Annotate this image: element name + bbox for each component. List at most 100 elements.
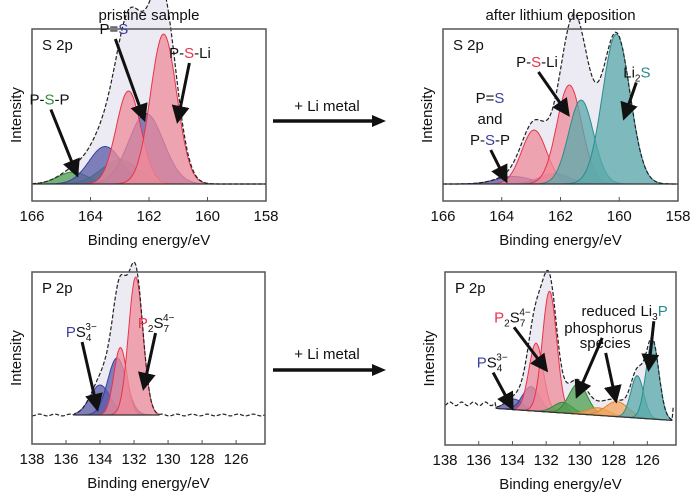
peak-annotation: P2S74−	[138, 313, 175, 335]
peak-annotation: P-S-P	[30, 92, 70, 109]
x-tick-label: 138	[432, 452, 457, 469]
peak-annotation: PS43−	[477, 353, 508, 375]
x-tick-label: 126	[224, 451, 249, 468]
x-tick-label: 128	[190, 451, 215, 468]
annotation-part: P=	[100, 21, 119, 38]
panel-title: after lithium deposition	[485, 7, 635, 24]
annotation-part: S	[184, 45, 194, 62]
annotation-arrow	[171, 62, 191, 124]
x-axis-label: Binding energy/eV	[88, 232, 211, 249]
annotation-part: 2	[635, 74, 641, 85]
x-tick-label: 136	[53, 451, 78, 468]
annotation-part: species	[580, 335, 631, 352]
peak-annotation: P-S-P	[470, 132, 510, 149]
x-tick-label: 134	[88, 451, 113, 468]
annotation-part: P	[138, 315, 148, 332]
annotation-part: P-	[470, 132, 485, 149]
x-axis-label: Binding energy/eV	[499, 476, 622, 493]
annotation-part: P-	[516, 54, 531, 71]
annotation-part: -Li	[194, 45, 211, 62]
annotation-part: P	[494, 309, 504, 326]
annotation-part: 4	[86, 333, 92, 344]
panel-4: 138 136 134 132 130 128 126 Binding energy/eV In…	[421, 269, 677, 493]
annotation-part: P-	[169, 45, 184, 62]
y-axis-label: Intensity	[8, 87, 25, 143]
annotation-part: 3−	[496, 353, 508, 364]
annotation-part: S	[494, 90, 504, 107]
annotation-part: 3	[652, 312, 658, 323]
peak-annotation: Li3P	[640, 303, 667, 323]
annotation-part: 4	[497, 364, 503, 375]
peak-annotation: PS43−	[66, 322, 97, 344]
measured-spectrum-line	[443, 13, 678, 185]
annotation-part: -P	[55, 92, 70, 109]
annotation-part: 2	[504, 318, 510, 329]
annotation-part: S	[76, 324, 86, 341]
arrow-label: + Li metal	[294, 98, 359, 115]
li-metal-arrow-bottom: + Li metal	[273, 346, 386, 376]
annotation-part: S	[640, 65, 650, 82]
x-tick-label: 136	[466, 452, 491, 469]
annotation-arrow	[641, 321, 660, 373]
panel-3: 138 136 134 132 130 128 126 Binding energy/eV In…	[8, 261, 266, 492]
annotation-part: P	[658, 303, 668, 320]
component-peak-red	[106, 33, 222, 185]
annotation-part: P	[66, 324, 76, 341]
plot-frame	[444, 271, 677, 446]
arrow-label: + Li metal	[294, 346, 359, 363]
x-tick-label: 166	[430, 208, 455, 225]
x-tick-label: 132	[534, 452, 559, 469]
annotation-part: reduced	[581, 303, 635, 320]
annotation-part: Li	[640, 303, 652, 320]
plot-frame	[31, 271, 266, 445]
annotation-arrow	[491, 371, 514, 411]
x-axis-label: Binding energy/eV	[87, 475, 210, 492]
x-tick-label: 158	[253, 208, 278, 225]
annotation-part: S	[118, 21, 128, 38]
annotation-arrow	[80, 341, 103, 412]
arrow-head	[372, 364, 386, 376]
li-metal-arrow-top: + Li metal	[273, 98, 386, 127]
peak-annotation: P-S-Li	[169, 45, 211, 62]
annotation-part: -P	[495, 132, 510, 149]
annotation-part: S	[510, 309, 520, 326]
panel-2: 166 164 162 160 158 Binding energy/eV Intensit…	[419, 7, 691, 249]
peak-annotation: P2S74−	[494, 307, 531, 329]
annotation-part: 7	[163, 324, 169, 335]
annotation-part: P	[477, 355, 487, 372]
annotation-part: S	[487, 355, 497, 372]
annotation-arrow	[49, 108, 80, 178]
annotation-part: P=	[476, 90, 495, 107]
annotation-part: Li	[623, 65, 635, 82]
x-tick-label: 158	[665, 208, 690, 225]
x-tick-label: 162	[548, 208, 573, 225]
annotation-arrow	[603, 352, 622, 404]
x-tick-label: 160	[195, 208, 220, 225]
x-tick-label: 134	[500, 452, 525, 469]
peak-annotation: P=S	[100, 21, 129, 38]
annotation-part: S	[153, 315, 163, 332]
panel-label: S 2p	[42, 37, 73, 54]
peak-annotation: P-S-Li	[516, 54, 558, 71]
x-tick-label: 128	[601, 452, 626, 469]
x-tick-label: 130	[156, 451, 181, 468]
annotation-arrow	[537, 71, 570, 117]
annotation-part: S	[485, 132, 495, 149]
peak-annotation: phosphorus	[564, 320, 642, 337]
component-peak-teal	[555, 33, 677, 185]
annotation-part: S	[531, 54, 541, 71]
annotation-part: P-	[30, 92, 45, 109]
panel-1: 166 164 162 160 158 Binding energy/eV Intensit…	[8, 0, 279, 249]
annotation-part: and	[477, 111, 502, 128]
annotation-arrow	[138, 332, 158, 391]
panel-label: S 2p	[453, 37, 484, 54]
annotation-part: 7	[520, 318, 526, 329]
envelope-area	[32, 0, 266, 184]
x-tick-label: 162	[136, 208, 161, 225]
annotation-part: 4−	[519, 307, 531, 318]
panel-title: pristine sample	[99, 7, 200, 24]
annotation-part: 3−	[85, 322, 97, 333]
y-axis-label: Intensity	[419, 87, 436, 143]
peak-annotation: and	[477, 111, 502, 128]
